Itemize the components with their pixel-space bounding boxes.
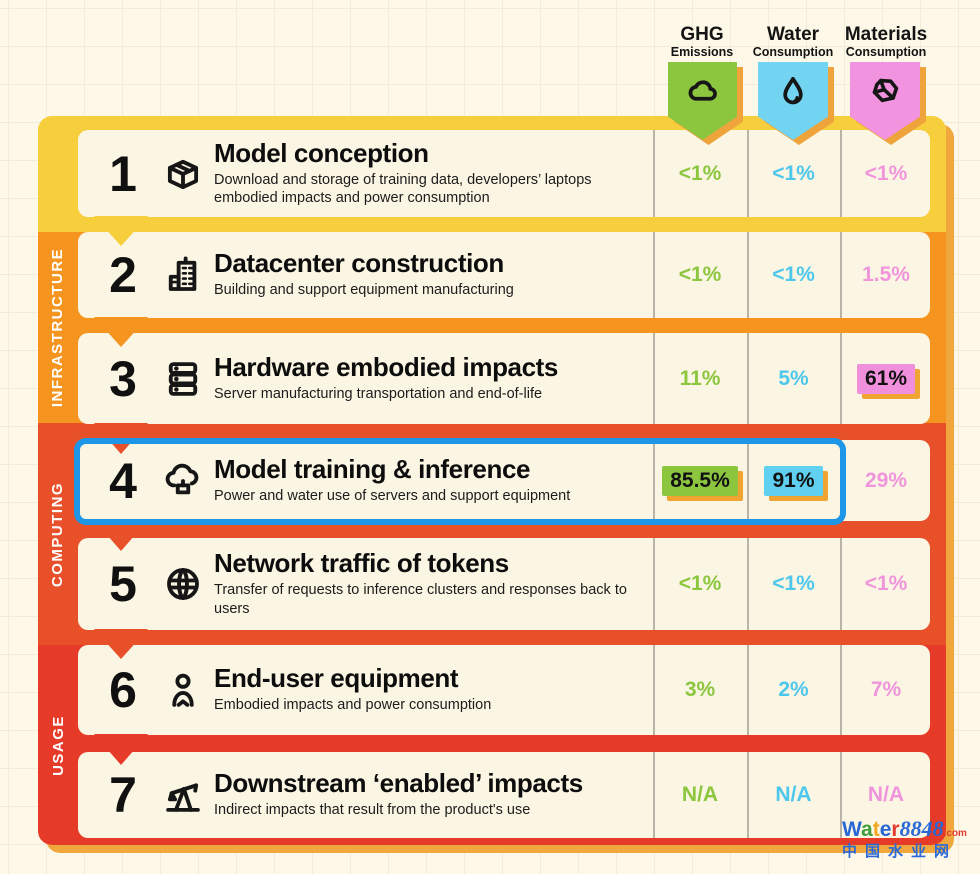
column-divider <box>747 752 749 838</box>
value-water: N/A <box>775 783 812 806</box>
column-header-materials: Materials Consumption <box>831 25 941 59</box>
column-divider <box>840 645 842 735</box>
watermark-line2[interactable]: 中国水业网 <box>842 843 958 860</box>
column-divider <box>747 232 749 318</box>
column-divider <box>840 232 842 318</box>
row-description: Download and storage of training data, d… <box>214 171 592 207</box>
column-divider <box>747 440 749 521</box>
row-description: Transfer of requests to inference cluste… <box>214 582 627 617</box>
row-number: 1 <box>109 145 137 202</box>
server-icon <box>160 356 206 402</box>
column-divider <box>653 645 655 735</box>
column-title: GHG <box>680 24 724 45</box>
column-subtitle: Consumption <box>752 44 834 59</box>
row-number: 7 <box>109 767 137 823</box>
value-ghg: <1% <box>678 161 722 185</box>
table-row[interactable]: 7 Downstream ‘enabled’ impacts Indirect … <box>78 752 930 838</box>
user-icon <box>160 667 206 713</box>
column-divider <box>653 130 655 217</box>
row-number: 6 <box>109 662 137 718</box>
value-ghg: 3% <box>684 678 716 701</box>
row-title: Downstream ‘enabled’ impacts <box>214 768 583 799</box>
section-label-usage: USAGE <box>49 714 67 776</box>
value-materials: <1% <box>864 572 908 595</box>
table-row[interactable]: 6 End-user equipment Embodied impacts an… <box>78 645 930 735</box>
ai-chip-icon <box>160 458 206 504</box>
network-globe-icon <box>160 561 206 607</box>
pumpjack-icon <box>160 772 206 818</box>
value-water: 5% <box>778 366 809 390</box>
value-materials: 7% <box>870 678 902 701</box>
row-description: Indirect impacts that result from the pr… <box>214 802 531 819</box>
value-water: <1% <box>772 572 815 595</box>
column-divider <box>653 333 655 424</box>
value-ghg: <1% <box>678 263 722 286</box>
column-divider <box>653 440 655 521</box>
column-divider <box>653 232 655 318</box>
row-title: Model conception <box>214 137 429 168</box>
value-ghg: <1% <box>678 572 722 595</box>
column-divider <box>840 130 842 217</box>
table-row[interactable]: 1 Model conception Download and storage … <box>78 130 930 217</box>
column-divider <box>840 752 842 838</box>
column-divider <box>747 130 749 217</box>
column-subtitle: Emissions <box>670 44 734 59</box>
droplet-icon <box>775 74 811 115</box>
row-title: Network traffic of tokens <box>214 547 509 578</box>
row-title: Datacenter construction <box>214 248 504 279</box>
row-number: 2 <box>109 247 137 303</box>
column-divider <box>747 333 749 424</box>
column-divider <box>653 752 655 838</box>
row-title: End-user equipment <box>214 663 459 694</box>
value-water: <1% <box>772 161 815 185</box>
column-divider <box>747 538 749 630</box>
row-title: Model training & inference <box>214 453 531 484</box>
section-label-computing: COMPUTING <box>49 481 67 587</box>
rock-icon <box>867 74 903 115</box>
column-divider <box>653 538 655 630</box>
column-divider <box>747 645 749 735</box>
watermark-logo[interactable]: Water8848.com <box>842 816 967 841</box>
table-frame: INFRASTRUCTURE COMPUTING USAGE 1 Model c… <box>38 116 946 845</box>
column-header-water: Water Consumption <box>738 25 848 59</box>
value-materials: N/A <box>867 783 905 806</box>
value-materials: 61% <box>842 333 930 424</box>
row-description: Power and water use of servers and suppo… <box>214 487 571 504</box>
row-title: Hardware embodied impacts <box>214 351 558 382</box>
table-row[interactable]: 4 Model training & inference Power and w… <box>78 440 930 521</box>
row-number: 5 <box>109 556 137 612</box>
value-ghg: 85.5% <box>655 440 745 521</box>
watermark[interactable]: Water8848.com 中国水业网 <box>842 816 967 860</box>
row-description: Embodied impacts and power consumption <box>214 697 492 714</box>
value-water: <1% <box>772 263 815 286</box>
table-row[interactable]: 2 Datacenter construction Building and s… <box>78 232 930 318</box>
column-title: Water <box>766 24 820 45</box>
row-number: 4 <box>109 452 137 509</box>
value-materials: 1.5% <box>862 263 910 286</box>
value-materials: <1% <box>864 161 908 185</box>
column-title: Materials <box>844 24 928 45</box>
table-row[interactable]: 5 Network traffic of tokens Transfer of … <box>78 538 930 630</box>
row-number: 3 <box>109 350 137 407</box>
value-ghg: N/A <box>681 783 719 806</box>
value-water: 2% <box>778 678 809 701</box>
cloud-icon <box>685 74 721 115</box>
section-label-infrastructure: INFRASTRUCTURE <box>49 247 67 408</box>
value-materials: 29% <box>864 468 908 492</box>
value-water: 91% <box>749 440 838 521</box>
table-row[interactable]: 3 Hardware embodied impacts Server manuf… <box>78 333 930 424</box>
package-icon <box>160 151 206 197</box>
row-description: Building and support equipment manufactu… <box>214 282 514 299</box>
row-description: Server manufacturing transportation and … <box>214 385 543 402</box>
column-divider <box>840 538 842 630</box>
building-icon <box>160 252 206 298</box>
column-divider <box>840 333 842 424</box>
value-ghg: 11% <box>679 366 721 390</box>
column-header-ghg: GHG Emissions <box>647 25 757 59</box>
column-subtitle: Consumption <box>845 44 927 59</box>
